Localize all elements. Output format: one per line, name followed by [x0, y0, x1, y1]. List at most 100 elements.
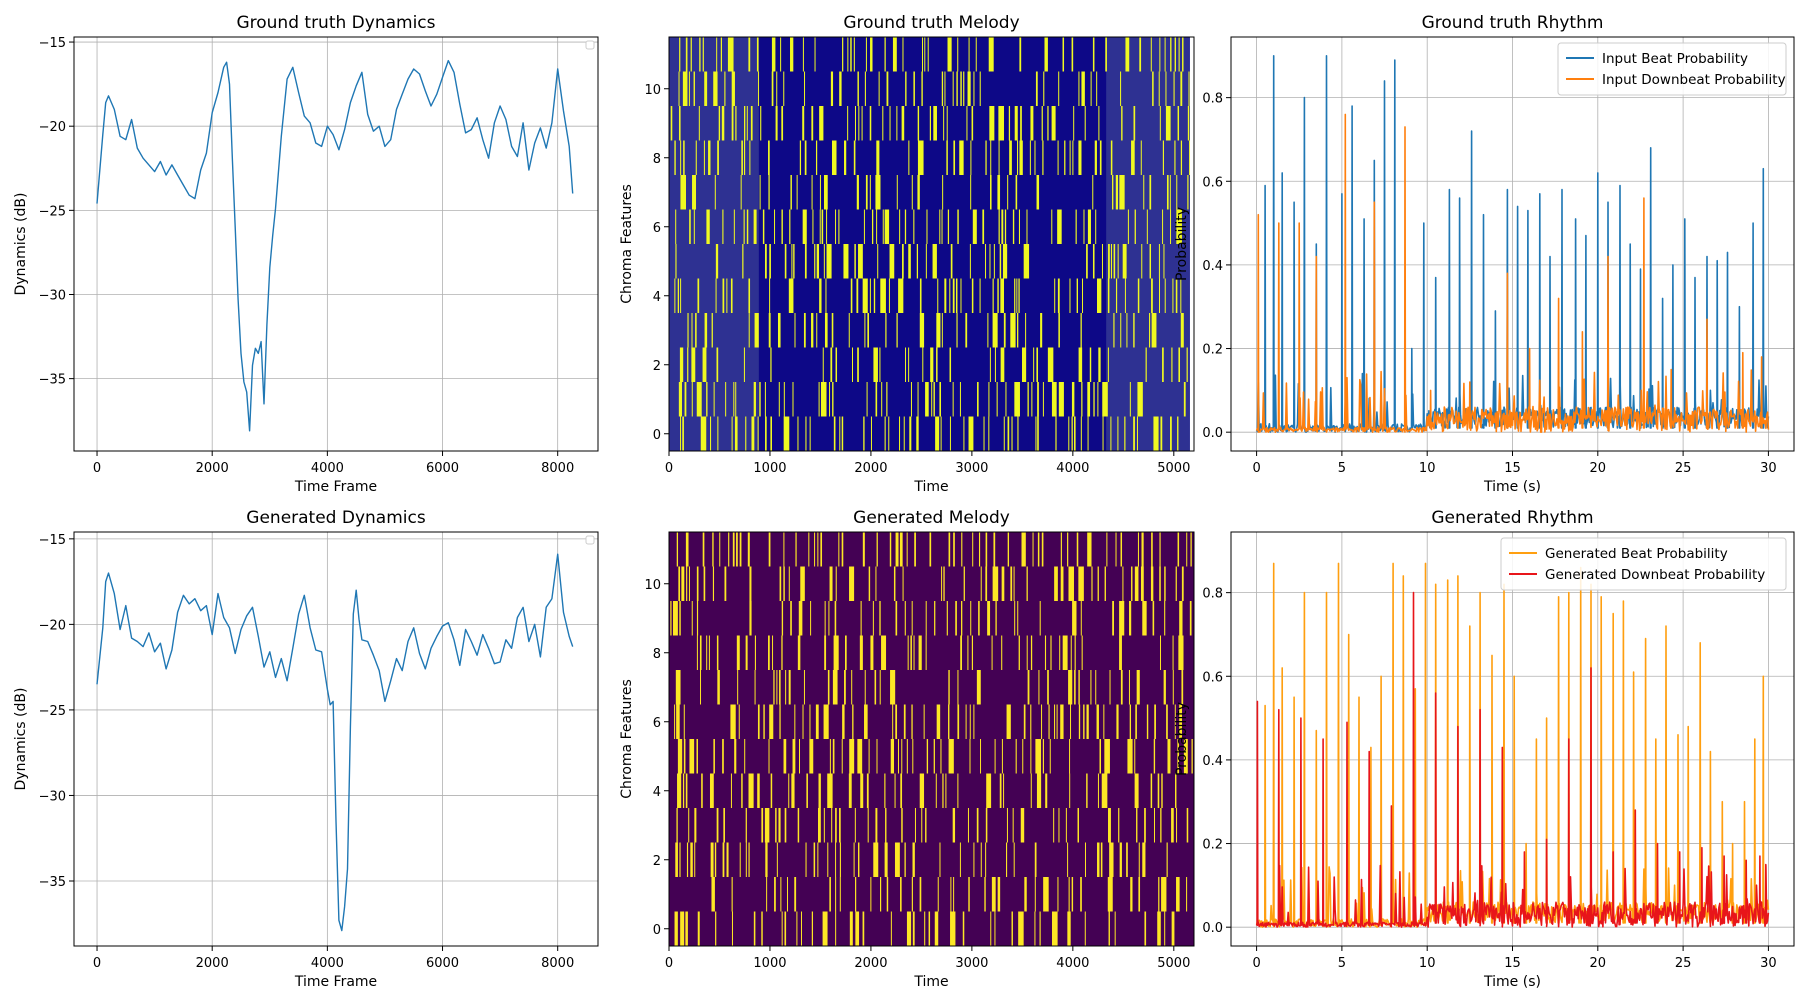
heatmap-cell — [730, 278, 733, 313]
heatmap-cell — [691, 382, 693, 417]
heatmap-cell — [916, 244, 919, 279]
heatmap-cell — [994, 911, 996, 946]
heatmap-cell — [1122, 566, 1124, 601]
heatmap-cell — [1126, 313, 1128, 348]
heatmap-cell — [804, 140, 807, 175]
heatmap-cell — [924, 911, 926, 946]
heatmap-cell — [793, 244, 795, 279]
legend-box — [585, 40, 595, 50]
heatmap-cell — [1016, 278, 1018, 313]
heatmap-cell — [1176, 808, 1178, 843]
heatmap-cell — [1129, 382, 1131, 417]
heatmap-cell — [952, 382, 954, 417]
heatmap-cell — [889, 244, 895, 279]
heatmap-cell — [824, 313, 828, 348]
heatmap-cell — [819, 175, 821, 210]
heatmap-cell — [1055, 416, 1057, 451]
heatmap-cell — [935, 773, 937, 808]
heatmap-cell — [754, 670, 756, 705]
heatmap-cell — [901, 808, 903, 843]
heatmap-cell — [1001, 566, 1005, 601]
heatmap-cell — [1057, 278, 1060, 313]
heatmap-cell — [890, 670, 896, 705]
heatmap-cell — [1084, 106, 1086, 141]
heatmap-cell — [823, 704, 829, 739]
heatmap-cell — [744, 739, 746, 774]
heatmap-cell — [1090, 71, 1092, 106]
heatmap-cell — [994, 347, 996, 382]
heatmap-cell — [1017, 140, 1019, 175]
heatmap-cell — [680, 140, 682, 175]
heatmap-cell — [722, 209, 724, 244]
heatmap-cell — [1087, 209, 1091, 244]
heatmap-cell — [911, 704, 913, 739]
heatmap-cell — [1176, 877, 1180, 912]
heatmap-cell — [860, 773, 864, 808]
heatmap-cell — [798, 601, 803, 636]
heatmap-cell — [852, 704, 854, 739]
heatmap-cell — [875, 566, 877, 601]
heatmap-cell — [704, 71, 708, 106]
heatmap-cell — [829, 739, 831, 774]
heatmap-cell — [1175, 773, 1177, 808]
heatmap-cell — [792, 739, 796, 774]
heatmap-cell — [979, 278, 981, 313]
heatmap-cell — [1047, 106, 1049, 141]
heatmap-cell — [1077, 808, 1080, 843]
heatmap-cell — [760, 106, 762, 141]
heatmap-cell — [1036, 347, 1039, 382]
x-tick-label: 0 — [665, 461, 673, 476]
heatmap-cell — [1038, 670, 1040, 705]
heatmap-cell — [785, 670, 787, 705]
heatmap-cell — [971, 635, 974, 670]
heatmap-cell — [985, 842, 987, 877]
heatmap-cell — [1167, 739, 1171, 774]
heatmap-cell — [685, 37, 688, 72]
heatmap-cell — [904, 601, 906, 636]
heatmap-cell — [878, 71, 880, 106]
heatmap-cell — [766, 877, 768, 912]
heatmap-cell — [1164, 278, 1166, 313]
heatmap-cell — [1071, 37, 1074, 72]
heatmap-cell — [988, 37, 994, 72]
heatmap-cell — [788, 278, 794, 313]
heatmap-cell — [809, 704, 811, 739]
heatmap-cell — [698, 106, 700, 141]
heatmap-cell — [743, 209, 745, 244]
heatmap-cell — [985, 140, 987, 175]
heatmap-cell — [1098, 347, 1101, 382]
heatmap-cell — [1109, 670, 1111, 705]
heatmap-cell — [1141, 532, 1144, 567]
heatmap-cell — [734, 416, 738, 451]
heatmap-cell — [823, 244, 825, 279]
heatmap-cell — [858, 244, 863, 279]
x-tick-label: 25 — [1675, 461, 1692, 476]
heatmap-cell — [933, 106, 937, 141]
chart-title: Generated Rhythm — [1431, 508, 1593, 528]
heatmap-cell — [1104, 566, 1106, 601]
heatmap-cell — [970, 175, 972, 210]
heatmap-cell — [998, 140, 1000, 175]
x-axis-label: Time Frame — [294, 479, 377, 495]
legend-label: Input Beat Probability — [1602, 51, 1748, 67]
heatmap-cell — [912, 911, 915, 946]
heatmap-cell — [1140, 140, 1142, 175]
heatmap-cell — [775, 106, 778, 141]
heatmap-cell — [776, 670, 778, 705]
heatmap-cell — [1023, 244, 1030, 279]
heatmap-cell — [908, 244, 911, 279]
heatmap-cell — [749, 566, 752, 601]
heatmap-cell — [952, 808, 956, 843]
heatmap-cell — [737, 670, 739, 705]
heatmap-cell — [753, 382, 756, 417]
heatmap-cell — [967, 808, 969, 843]
heatmap-cell — [890, 911, 892, 946]
x-tick-label: 30 — [1760, 956, 1777, 971]
heatmap-cell — [1177, 739, 1180, 774]
heatmap-cell — [963, 71, 965, 106]
heatmap-cell — [815, 140, 818, 175]
heatmap-cell — [906, 911, 912, 946]
heatmap-cell — [847, 106, 849, 141]
heatmap-cell — [822, 347, 824, 382]
heatmap-cell — [1149, 244, 1152, 279]
